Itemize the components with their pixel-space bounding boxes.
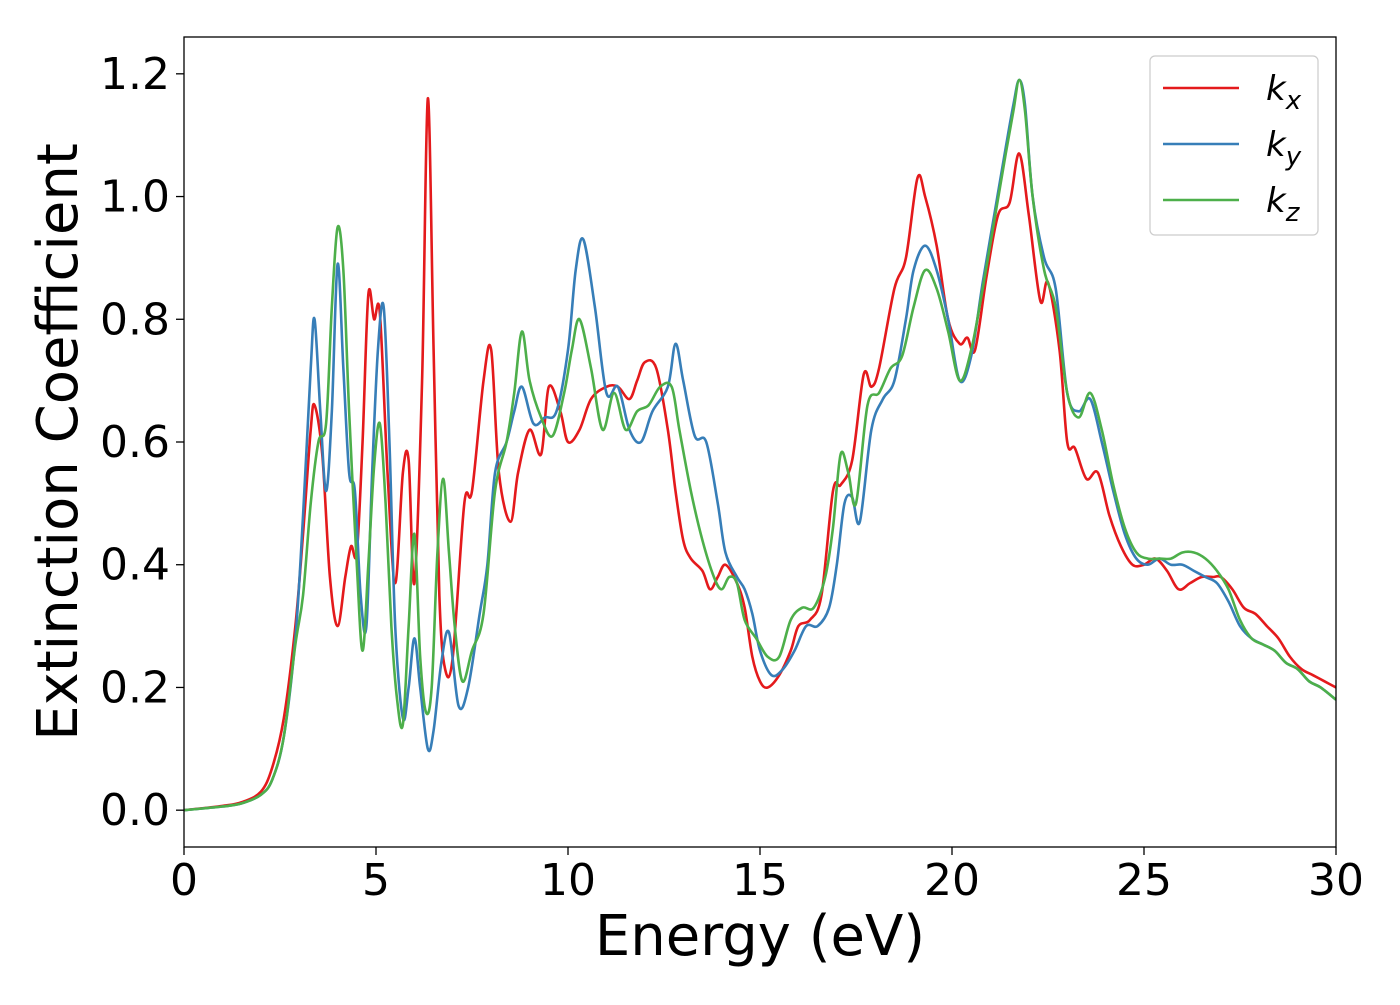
legend-box: [1149, 55, 1319, 236]
y-tick-label: 0.0: [100, 785, 170, 836]
y-tick-label: 0.4: [100, 540, 170, 591]
y-tick-label: 0.2: [100, 662, 170, 713]
x-tick-label: 20: [924, 855, 980, 906]
x-tick-label: 30: [1308, 855, 1364, 906]
y-axis-title: Extinction Coefficient: [26, 143, 91, 741]
y-tick-label: 0.8: [100, 294, 170, 345]
y-tick-label: 0.6: [100, 417, 170, 468]
series-layer: [184, 78, 1336, 812]
y-tick-label: 1.2: [100, 49, 170, 100]
series-line-y: [184, 78, 1336, 812]
x-tick-label: 25: [1116, 855, 1172, 906]
x-tick-label: 0: [170, 855, 198, 906]
y-tick-label: 1.0: [100, 172, 170, 223]
x-axis-title: Energy (eV): [595, 904, 925, 969]
series-line-z: [184, 78, 1336, 812]
legend-label-z: kz: [1266, 181, 1301, 228]
x-tick-label: 10: [540, 855, 596, 906]
y-axis: 0.0 0.2 0.4 0.6 0.8 1.0 1.2: [100, 49, 184, 836]
x-tick-label: 15: [732, 855, 788, 906]
x-axis: 0 5 10 15 20 25 30: [170, 847, 1364, 906]
x-tick-label: 5: [362, 855, 390, 906]
